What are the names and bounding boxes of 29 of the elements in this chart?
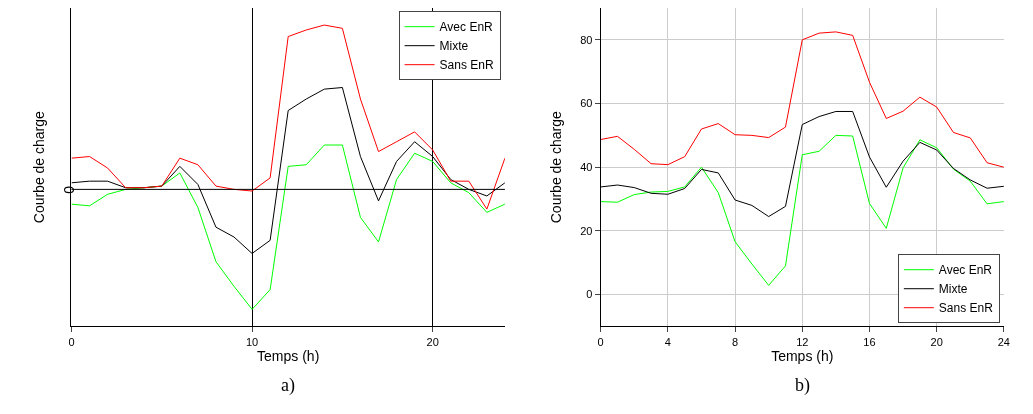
line-series	[600, 134, 1004, 286]
y-tick-label: 40	[580, 161, 593, 174]
y-tick-label: 20	[580, 224, 593, 237]
x-tick-label: 10	[245, 335, 259, 348]
legend-label: Sans EnR	[938, 301, 994, 316]
legend-label: Mixte	[938, 282, 968, 297]
x-tick-label: 20	[930, 335, 943, 348]
line-series	[600, 31, 1004, 168]
y-axis-title: Courbe de charge	[31, 110, 48, 224]
x-tick-label: 0	[597, 335, 604, 348]
legend-label: Avec EnR	[938, 263, 993, 278]
x-axis-title: Temps (h)	[771, 347, 834, 364]
x-tick-label: 4	[664, 335, 671, 348]
x-axis-title: Temps (h)	[257, 347, 320, 364]
legend-label: Avec EnR	[439, 20, 494, 35]
x-tick-label: 8	[732, 335, 739, 348]
x-tick-label: 12	[796, 335, 809, 348]
y-tick-label: 80	[580, 33, 593, 46]
x-tick-label: 24	[997, 335, 1011, 348]
y-tick-label: 60	[580, 97, 593, 110]
text: a)	[281, 375, 295, 396]
x-tick-label: 20	[426, 335, 439, 348]
x-tick-label: 16	[863, 335, 876, 348]
legend-label: Mixte	[439, 39, 469, 54]
text: b)	[795, 375, 810, 396]
legend-label: Sans EnR	[439, 58, 494, 73]
y-axis-title: Courbe de charge	[547, 110, 564, 224]
x-tick-label: 0	[68, 335, 75, 348]
y-tick-label: 0	[586, 288, 593, 301]
